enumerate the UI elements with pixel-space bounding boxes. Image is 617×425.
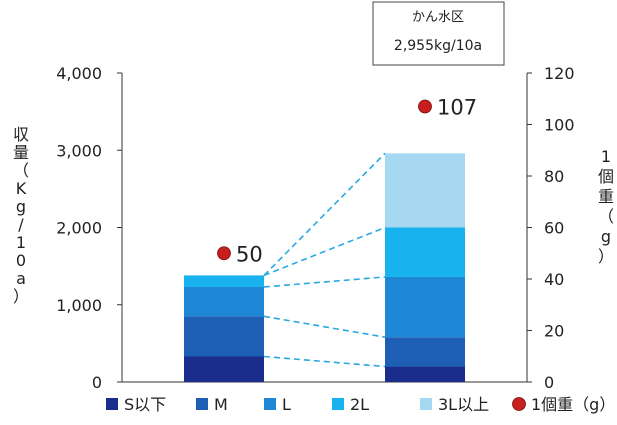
legend: S以下 M L 2L 3L以上 1個重（g）: [106, 395, 615, 414]
connector-line-1: [264, 357, 385, 367]
annotation-title: かん水区: [412, 10, 464, 25]
bar-segment-2-bar-2: [385, 337, 465, 366]
left-tick-label: 1,000: [56, 296, 102, 315]
left-tick-label: 3,000: [56, 141, 102, 160]
weight-point-1: [218, 247, 231, 260]
bar-segment-1-bar-2: [385, 367, 465, 382]
connector-line-4: [264, 228, 385, 276]
bar-segment-3-bar-2: [385, 277, 465, 337]
right-axis-label: 1 個重（ g）: [598, 147, 614, 266]
bar-segment-4-bar-1: [184, 275, 264, 287]
bar-segment-1-bar-1: [184, 357, 264, 382]
connector-lines: [264, 153, 385, 366]
legend-label-4: 2L: [350, 395, 369, 414]
bars: [184, 153, 465, 382]
legend-marker-2: [196, 398, 208, 410]
legend-label-6: 1個重（g）: [531, 395, 615, 414]
connector-line-2: [264, 316, 385, 337]
bar-segment-5-bar-2: [385, 153, 465, 227]
right-tick-label: 80: [544, 167, 564, 186]
legend-label-1: S以下: [124, 395, 166, 414]
bar-segment-2-bar-1: [184, 316, 264, 356]
right-tick-label: 100: [544, 116, 575, 135]
legend-marker-3: [264, 398, 276, 410]
connector-line-5: [264, 153, 385, 275]
axes: 0 1,000 2,000 3,000 4,000 0 20 40 60 80 100 120 収量（ K…: [13, 64, 614, 392]
right-tick-label: 20: [544, 322, 564, 341]
legend-marker-6: [513, 398, 526, 411]
legend-label-3: L: [282, 395, 291, 414]
right-tick-label: 40: [544, 270, 564, 289]
left-tick-label: 4,000: [56, 64, 102, 83]
weight-point-label-1: 50: [236, 242, 263, 266]
annotation-box: かん水区 2,955kg/10a: [373, 2, 504, 65]
legend-marker-1: [106, 398, 118, 410]
annotation-value: 2,955kg/10a: [394, 38, 482, 54]
legend-marker-5: [420, 398, 432, 410]
right-tick-label: 60: [544, 219, 564, 238]
connector-line-3: [264, 277, 385, 287]
legend-label-2: M: [214, 395, 228, 414]
right-tick-label: 120: [544, 64, 575, 83]
bar-segment-3-bar-1: [184, 287, 264, 316]
weight-point-2: [419, 100, 432, 113]
right-tick-label: 0: [544, 373, 554, 392]
left-tick-label: 0: [92, 373, 102, 392]
weight-point-label-2: 107: [437, 95, 477, 119]
legend-marker-4: [332, 398, 344, 410]
bar-segment-4-bar-2: [385, 228, 465, 277]
left-tick-label: 2,000: [56, 219, 102, 238]
legend-label-5: 3L以上: [438, 395, 489, 414]
